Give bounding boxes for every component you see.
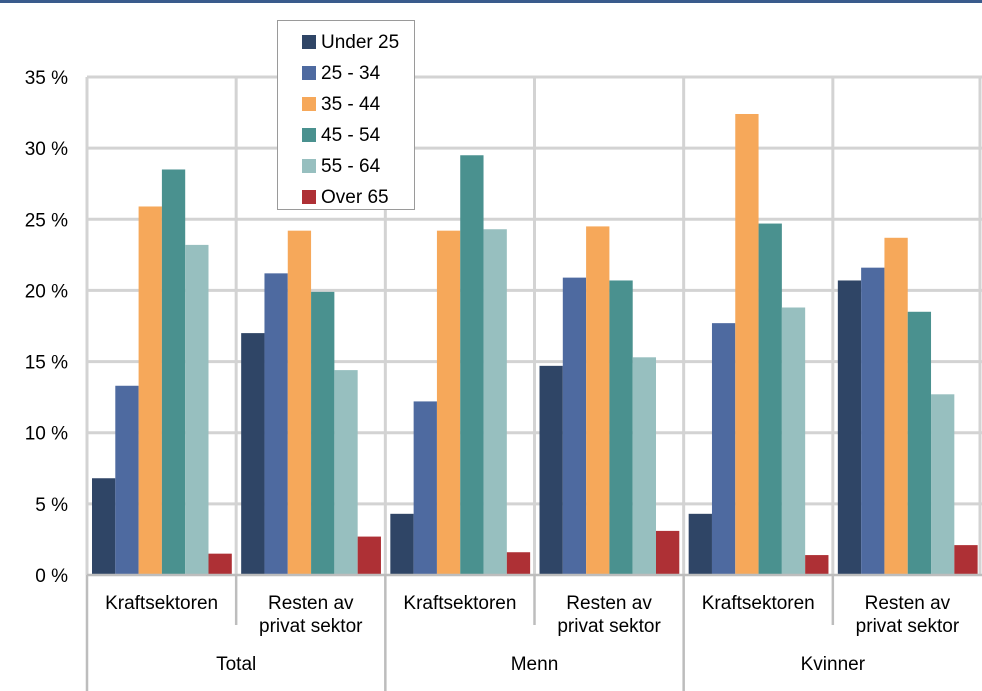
bar <box>688 513 712 575</box>
bar <box>586 226 610 575</box>
axes <box>85 573 982 691</box>
legend-label: Over 65 <box>321 187 389 208</box>
x-tick-label: Resten av <box>566 593 652 614</box>
bar <box>656 530 680 575</box>
x-tick-label: privat sektor <box>856 616 960 637</box>
y-tick-label: 20 % <box>25 281 68 302</box>
legend: Under 25 25 - 34 35 - 44 45 - 54 55 - 64 Over… <box>277 20 415 210</box>
legend-label: 55 - 64 <box>321 156 381 177</box>
x-tick-label: Kraftsektoren <box>403 593 516 614</box>
x-tick-label: Kraftsektoren <box>105 593 218 614</box>
group-label: Menn <box>511 654 559 675</box>
axis-labels: 0 % 5 % 10 % 15 % 20 % 25 % 30 % 35 % Kraftsekto… <box>25 68 960 675</box>
bar <box>632 357 656 575</box>
group-label: Kvinner <box>801 654 866 675</box>
legend-item: 45 - 54 <box>302 120 414 151</box>
bar <box>931 394 955 575</box>
legend-label: 35 - 44 <box>321 94 381 115</box>
legend-swatch <box>302 159 316 173</box>
bar <box>562 277 587 575</box>
legend-item: Under 25 <box>302 27 414 58</box>
bar <box>735 113 759 575</box>
bar <box>805 555 829 575</box>
legend-label: 45 - 54 <box>321 125 381 146</box>
bar <box>92 478 116 575</box>
bar <box>413 401 437 575</box>
bar <box>311 291 335 575</box>
y-tick-label: 30 % <box>25 139 68 160</box>
x-tick-label: Resten av <box>865 593 951 614</box>
bar <box>460 155 484 575</box>
legend-swatch <box>302 190 316 204</box>
y-tick-label: 25 % <box>25 210 68 231</box>
bars <box>92 113 978 576</box>
bar <box>837 280 862 575</box>
bar <box>138 206 162 576</box>
bar <box>483 229 507 575</box>
group-label: Total <box>216 654 256 675</box>
bar <box>506 552 531 575</box>
bar <box>334 370 358 575</box>
legend-item: Over 65 <box>302 182 414 213</box>
bar <box>115 385 139 575</box>
legend-swatch <box>302 35 316 49</box>
bar <box>884 237 908 576</box>
legend-item: 55 - 64 <box>302 151 414 182</box>
bar <box>436 230 461 575</box>
bar <box>609 280 633 575</box>
legend-item: 25 - 34 <box>302 58 414 89</box>
bar <box>907 311 932 575</box>
y-tick-label: 15 % <box>25 353 68 374</box>
y-tick-label: 0 % <box>35 566 68 587</box>
top-rule <box>0 0 982 3</box>
bar <box>241 333 265 575</box>
legend-swatch <box>302 66 316 80</box>
bar <box>287 230 312 575</box>
bar <box>781 307 806 575</box>
legend-swatch <box>302 97 316 111</box>
legend-label: Under 25 <box>321 32 400 53</box>
bar <box>711 323 736 575</box>
bar <box>264 273 288 575</box>
legend-item: 35 - 44 <box>302 89 414 120</box>
x-tick-label: Resten av <box>268 593 354 614</box>
legend-swatch <box>302 128 316 142</box>
x-tick-label: privat sektor <box>557 616 661 637</box>
bar <box>161 169 186 575</box>
y-tick-label: 5 % <box>35 495 68 516</box>
y-tick-label: 10 % <box>25 424 68 445</box>
grid-lines <box>85 75 982 575</box>
bar <box>185 244 209 575</box>
bar <box>390 513 414 575</box>
bar <box>357 536 381 575</box>
x-tick-label: privat sektor <box>259 616 363 637</box>
bar <box>539 365 563 575</box>
bar <box>954 545 978 575</box>
bar <box>861 267 885 575</box>
y-tick-label: 35 % <box>25 68 68 89</box>
bar <box>758 223 782 575</box>
x-tick-label: Kraftsektoren <box>702 593 815 614</box>
legend-label: 25 - 34 <box>321 63 381 84</box>
bar <box>208 553 232 575</box>
